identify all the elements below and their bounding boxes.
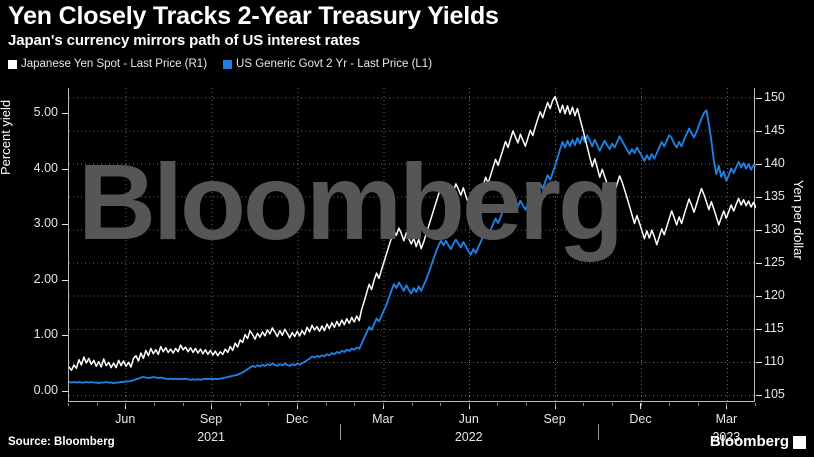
y-axis-right-tick-label: 115 (764, 321, 784, 336)
y-axis-right-tick-label: 135 (764, 189, 785, 204)
x-axis-minor-tick-mark (755, 403, 756, 406)
x-axis-minor-tick-mark (382, 403, 384, 406)
x-axis-year-label: 2023 (712, 430, 741, 444)
x-axis-minor-tick-mark (640, 403, 642, 406)
x-axis-minor-tick-mark (440, 403, 442, 406)
x-axis-minor-tick-mark (268, 403, 270, 406)
y-axis-right-tick-label: 140 (764, 156, 785, 171)
brand-footer: Bloomberg (710, 433, 806, 450)
x-axis-minor-tick-mark (153, 403, 155, 406)
y-axis-right-tick-mark (756, 230, 762, 232)
page-title: Yen Closely Tracks 2-Year Treasury Yield… (8, 2, 499, 30)
y-axis-right-tick-mark (756, 395, 762, 397)
x-axis-minor-tick-mark (96, 403, 98, 406)
y-axis-left-tick-label: 0.00 (33, 382, 58, 397)
plot-area (68, 88, 756, 402)
x-axis-minor-tick-mark (297, 403, 298, 406)
legend-label-yield: US Generic Govt 2 Yr - Last Price (L1) (236, 58, 433, 70)
x-axis-minor-tick-mark (697, 403, 699, 406)
chart-canvas (69, 88, 756, 402)
x-axis-year-label: 2022 (454, 430, 483, 444)
x-axis-tick-label: Dec (285, 412, 309, 426)
square-swatch-icon (8, 59, 17, 69)
y-axis-right-tick-label: 105 (764, 387, 785, 402)
x-axis-year-separator (597, 424, 599, 440)
y-axis-right-tick-mark (756, 329, 762, 331)
x-axis-minor-tick-mark (611, 403, 613, 406)
y-axis-left-tick-mark (62, 224, 68, 226)
legend-label-yen: Japanese Yen Spot - Last Price (R1) (21, 58, 208, 70)
x-axis-tick-label: Jun (115, 412, 136, 426)
y-axis-right-tick-label: 110 (764, 354, 784, 369)
chart-legend: Japanese Yen Spot - Last Price (R1) US G… (8, 58, 432, 70)
y-axis-right-tick-mark (756, 130, 762, 132)
y-axis-left-tick-mark (62, 390, 68, 392)
x-axis-tick-mark (640, 403, 642, 409)
x-axis-year-separator (339, 424, 341, 440)
legend-item-yen: Japanese Yen Spot - Last Price (R1) (8, 58, 207, 70)
bloomberg-logo-icon (793, 436, 806, 449)
source-note: Source: Bloomberg (8, 436, 115, 448)
y-axis-left-tick-mark (62, 279, 68, 281)
y-axis-left-tick-label: 3.00 (33, 216, 58, 231)
x-axis-tick-mark (296, 403, 298, 409)
y-axis-left-tick-label: 2.00 (33, 271, 58, 286)
x-axis-tick-label: Mar (715, 412, 738, 426)
y-axis-right-tick-label: 150 (764, 89, 785, 104)
y-axis-right-tick-label: 120 (764, 288, 785, 303)
x-axis-minor-tick-mark (669, 403, 671, 406)
y-axis-right-tick-label: 125 (764, 255, 785, 270)
y-axis-left-tick-label: 1.00 (33, 327, 58, 342)
x-axis-tick-label: Sep (199, 412, 223, 426)
y-axis-right-tick-mark (756, 362, 762, 364)
x-axis-tick-mark (468, 403, 470, 409)
x-axis-minor-tick-mark (354, 403, 356, 406)
x-axis-tick-mark (554, 403, 556, 409)
x-axis-minor-tick-mark (182, 403, 184, 406)
y-axis-right-tick-mark (756, 164, 762, 166)
y-axis-left-tick-mark (62, 168, 68, 170)
x-axis-year-label: 2021 (197, 430, 225, 444)
x-axis-minor-tick-mark (726, 403, 728, 406)
y-axis-right-tick-mark (756, 296, 762, 298)
y-axis-left-tick-mark (62, 113, 68, 114)
x-axis-minor-tick-mark (211, 403, 213, 406)
x-axis-tick-mark (125, 403, 127, 409)
x-axis-tick-mark (211, 403, 213, 409)
x-axis-minor-tick-mark (125, 403, 127, 406)
x-axis-minor-tick-mark (68, 403, 69, 406)
x-axis-minor-tick-mark (554, 403, 556, 406)
y-axis-right-tick-mark (756, 97, 762, 99)
x-axis-minor-tick-mark (526, 403, 527, 406)
square-swatch-icon (223, 59, 233, 69)
y-axis-right-tick-mark (756, 197, 762, 199)
y-axis-right-tick-label: 145 (764, 122, 785, 137)
page-subtitle: Japan's currency mirrors path of US inte… (8, 32, 361, 49)
y-axis-left-tick-label: 5.00 (33, 105, 58, 119)
brand-label: Bloomberg (709, 433, 789, 450)
y-axis-left-tick-label: 4.00 (33, 160, 58, 175)
x-axis-tick-mark (726, 403, 728, 409)
y-axis-right-title: Yen per dollar (791, 180, 806, 260)
x-axis-minor-tick-mark (411, 403, 413, 406)
x-axis-minor-tick-mark (583, 403, 585, 406)
legend-item-yield: US Generic Govt 2 Yr - Last Price (L1) (223, 58, 432, 70)
x-axis-tick-mark (382, 403, 384, 409)
x-axis-tick-label: Mar (372, 412, 394, 426)
x-axis-tick-label: Sep (543, 412, 566, 426)
x-axis-tick-label: Dec (629, 412, 652, 426)
x-axis-minor-tick-mark (239, 403, 241, 406)
x-axis-minor-tick-mark (468, 403, 470, 406)
y-axis-right-tick-mark (756, 263, 762, 265)
x-axis-tick-label: Jun (458, 412, 479, 426)
x-axis-minor-tick-mark (497, 403, 499, 406)
x-axis-minor-tick-mark (325, 403, 327, 406)
y-axis-right-tick-label: 130 (764, 222, 785, 237)
y-axis-left-tick-mark (62, 335, 68, 337)
